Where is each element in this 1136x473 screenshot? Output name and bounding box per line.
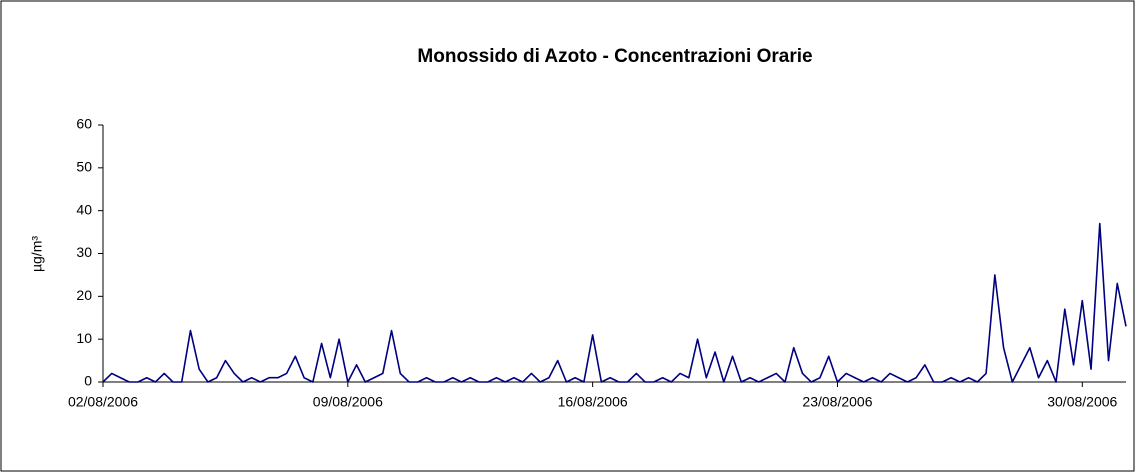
y-tick-label: 0 <box>84 373 92 389</box>
chart-title: Monossido di Azoto - Concentrazioni Orar… <box>417 46 812 67</box>
data-line <box>102 222 1127 383</box>
x-tick-label: 02/08/2006 <box>68 394 138 410</box>
x-tick-label: 23/08/2006 <box>802 394 872 410</box>
x-tick-label: 16/08/2006 <box>558 394 628 410</box>
y-tick-label: 40 <box>76 201 92 217</box>
y-tick-label: 60 <box>76 116 92 132</box>
x-tick-label: 30/08/2006 <box>1047 394 1117 410</box>
y-tick-label: 30 <box>76 244 92 260</box>
x-tick-label: 09/08/2006 <box>313 394 383 410</box>
y-tick-label: 20 <box>76 287 92 303</box>
y-tick-label: 10 <box>76 330 92 346</box>
y-tick-label: 50 <box>76 159 92 175</box>
y-axis-label: µg/m³ <box>29 236 45 272</box>
